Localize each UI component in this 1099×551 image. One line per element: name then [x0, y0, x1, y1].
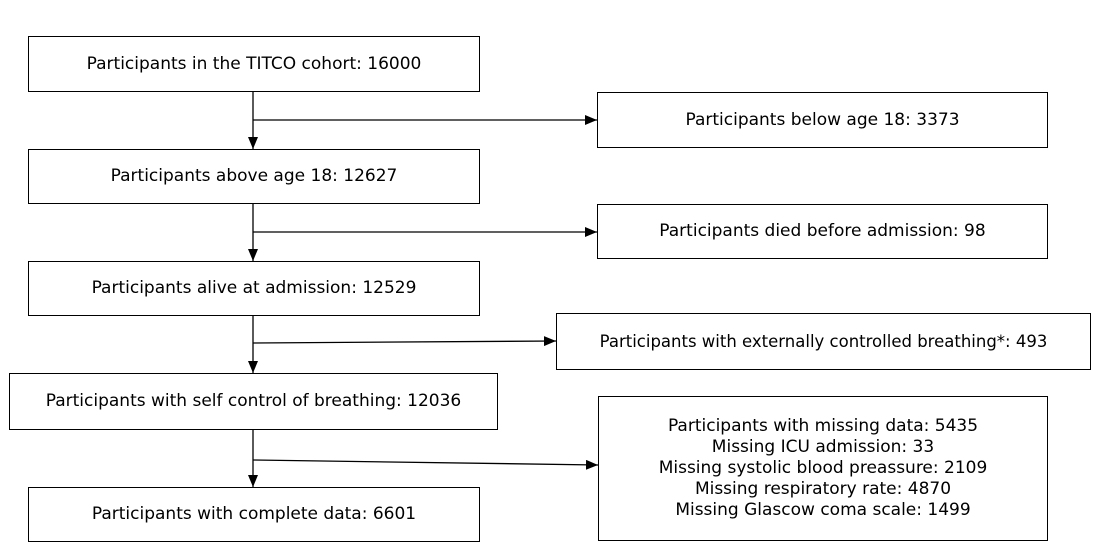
above-18-box: Participants above age 18: 12627 [28, 149, 480, 204]
alive-label: Participants alive at admission: 12529 [91, 278, 417, 298]
died-box: Participants died before admission: 98 [597, 204, 1048, 259]
died-label: Participants died before admission: 98 [659, 221, 986, 241]
arrow-to-external [252, 336, 557, 347]
external-breathing-label: Participants with externally controlled … [599, 332, 1048, 351]
complete-data-box: Participants with complete data: 6601 [28, 487, 480, 542]
alive-box: Participants alive at admission: 12529 [28, 261, 480, 316]
complete-data-label: Participants with complete data: 6601 [91, 504, 417, 524]
self-breathing-box: Participants with self control of breath… [9, 373, 498, 430]
cohort-box: Participants in the TITCO cohort: 16000 [28, 36, 480, 92]
above-18-label: Participants above age 18: 12627 [110, 166, 398, 186]
missing-gcs-label: Missing Glascow coma scale: 1499 [675, 500, 971, 520]
arrow-to-missing [252, 459, 599, 470]
missing-icu-label: Missing ICU admission: 33 [711, 437, 935, 457]
missing-total-label: Participants with missing data: 5435 [667, 416, 979, 436]
cohort-label: Participants in the TITCO cohort: 16000 [86, 53, 422, 74]
missing-rr-label: Missing respiratory rate: 4870 [694, 479, 952, 499]
missing-sbp-label: Missing systolic blood preassure: 2109 [658, 458, 988, 478]
self-breathing-label: Participants with self control of breath… [45, 391, 462, 411]
missing-data-box: Participants with missing data: 5435 Mis… [598, 396, 1048, 541]
below-18-box: Participants below age 18: 3373 [597, 92, 1048, 148]
external-breathing-box: Participants with externally controlled … [556, 313, 1091, 370]
below-18-label: Participants below age 18: 3373 [685, 109, 960, 130]
